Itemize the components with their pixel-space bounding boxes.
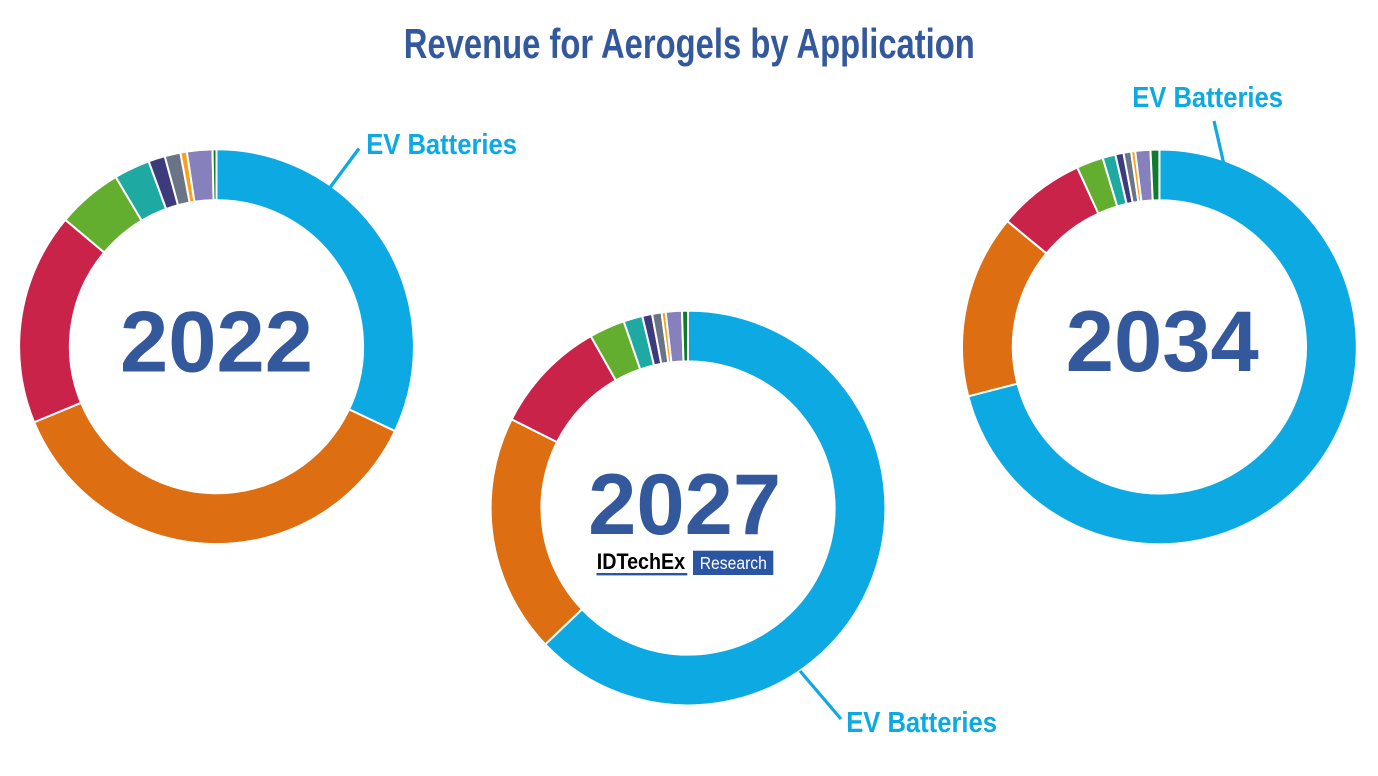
svg-text:Research: Research (700, 553, 767, 573)
svg-text:2022: 2022 (120, 295, 313, 391)
svg-text:EV Batteries: EV Batteries (846, 707, 997, 739)
svg-text:2034: 2034 (1066, 294, 1259, 390)
svg-text:Revenue for Aerogels by Applic: Revenue for Aerogels by Application (404, 20, 975, 67)
svg-text:EV Batteries: EV Batteries (366, 129, 517, 161)
svg-text:EV Batteries: EV Batteries (1132, 82, 1283, 114)
svg-text:2027: 2027 (588, 457, 781, 553)
svg-text:IDTechEx: IDTechEx (597, 549, 686, 574)
